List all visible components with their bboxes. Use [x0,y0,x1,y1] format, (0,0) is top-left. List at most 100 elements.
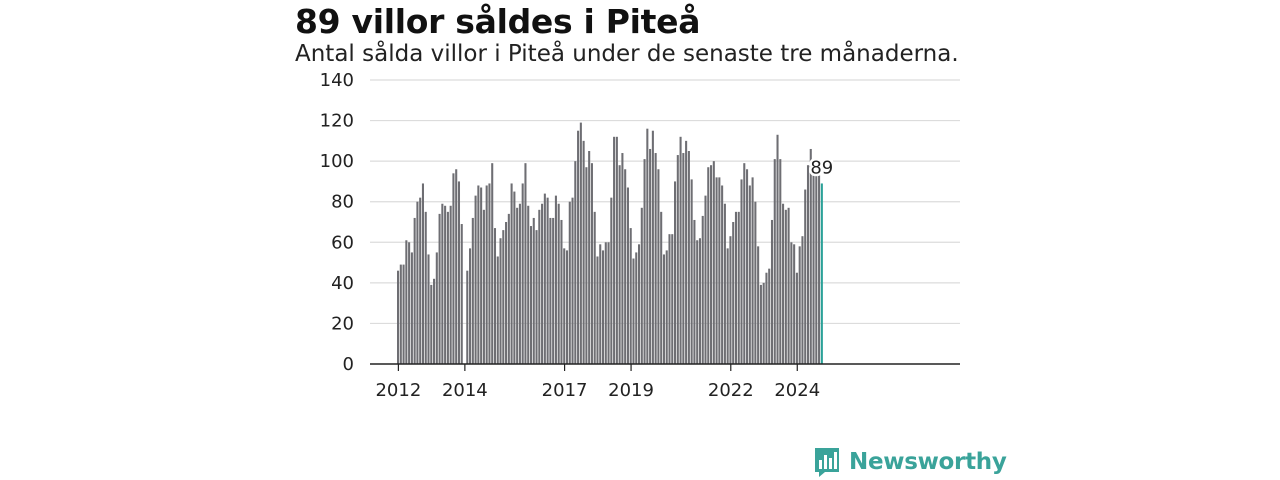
bar [601,250,605,364]
bar [446,211,449,364]
bar [421,183,424,364]
bar [754,201,757,364]
y-tick-label: 60 [331,232,354,253]
bar [710,165,713,364]
bar [759,284,762,364]
bar [488,183,491,364]
bar [402,264,405,364]
bar [704,195,707,364]
bar [408,242,411,364]
bar [815,169,818,364]
bar [707,167,710,364]
bar [604,242,607,364]
bar [712,161,715,364]
bar [765,272,768,364]
bar [457,181,461,364]
bar [590,163,593,364]
bar [662,254,665,364]
bar [560,219,563,364]
bar [516,207,519,364]
bar [441,203,444,364]
bar [779,159,782,364]
bar [510,183,513,364]
bar [452,173,455,364]
bar [460,224,463,364]
bar [701,215,704,364]
x-tick-label: 2014 [442,380,488,401]
bar [596,256,599,364]
bar [729,236,732,364]
bar [770,219,774,364]
bar [449,205,452,364]
bar [762,282,765,364]
bar [416,201,419,364]
bar [471,217,474,364]
bar [588,151,591,364]
bar [546,197,549,364]
x-tick-label: 2024 [774,380,820,401]
bar [554,195,557,364]
bar [466,270,469,364]
bar [798,246,801,364]
bar [693,219,696,364]
bar [818,175,821,364]
bar [480,187,483,364]
bar [507,213,510,364]
y-tick-label: 140 [320,70,354,91]
bar [715,177,718,364]
bar [599,244,602,364]
bar [563,248,566,364]
bar [795,272,798,364]
bar [812,165,815,364]
bar [787,207,790,364]
bar [557,203,560,364]
y-tick-label: 40 [331,273,354,294]
bar [734,211,738,364]
bar [732,222,735,364]
bar [585,167,588,364]
bar [524,163,527,364]
bar [499,238,502,364]
bar [493,228,497,364]
bar [621,153,624,364]
bar [657,169,660,364]
bar [654,153,657,364]
bar [485,185,488,364]
bar [776,134,779,364]
x-tick-label: 2022 [708,380,754,401]
bar [491,163,494,364]
bar [698,238,701,364]
bar [632,258,635,364]
bar [538,209,541,364]
value-label: 89 [810,157,833,178]
bar [646,128,649,364]
bar [582,140,585,364]
bar [577,130,580,364]
y-tick-label: 20 [331,313,354,334]
bar [784,209,787,364]
bar [477,185,480,364]
bar [665,250,668,364]
bar [640,207,643,364]
bar [532,217,535,364]
bar [574,161,577,364]
bar [748,185,751,364]
bar [635,252,638,364]
bar [746,169,749,364]
bar [618,165,621,364]
bar [427,254,430,364]
brand-logo: Newsworthy [813,446,1007,478]
bar [685,140,688,364]
bar [671,234,674,364]
bar [469,248,472,364]
y-tick-label: 80 [331,192,354,213]
bar [435,252,438,364]
bar [543,193,546,364]
bar [676,155,679,364]
bar [804,189,807,364]
bar [474,195,477,364]
bar [399,264,402,364]
bar [651,130,654,364]
bar-chart: 0 20 40 60 80 100 120 140 2012 2014 2017 2019 2022 20… [320,70,960,401]
bar [629,228,632,364]
